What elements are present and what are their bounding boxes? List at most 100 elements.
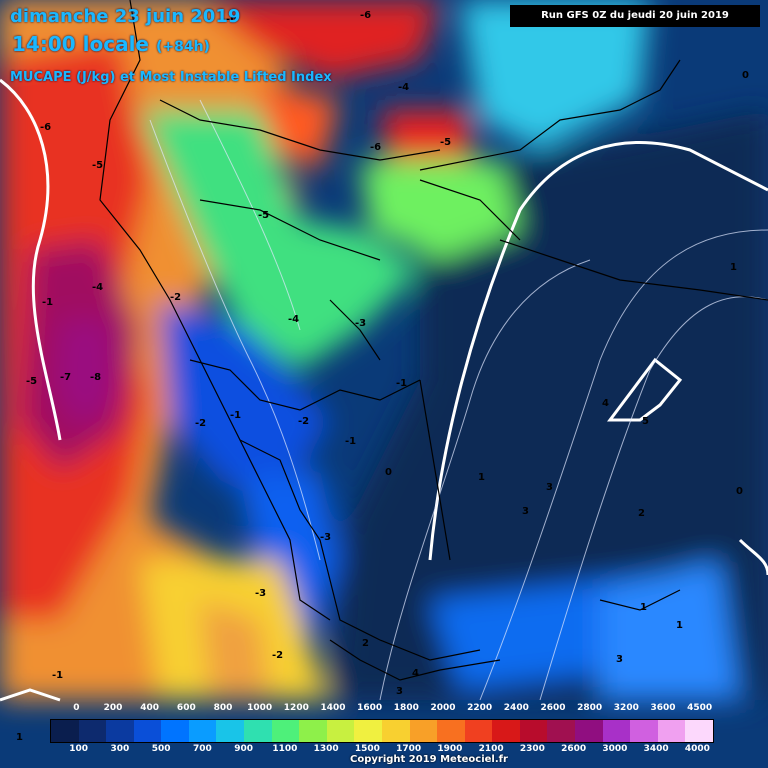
legend-label: 1300 [313,744,339,754]
li-value-labels: -6 -5 -6 -6 -4 -6 -5 -5 -4 -4 -3 -2 -7 -… [16,10,749,743]
li-label: -4 [92,282,103,293]
legend-label: 800 [213,703,233,713]
scale-swatch [657,720,686,742]
scale-swatch [271,720,300,742]
li-label: -1 [52,670,63,681]
thin-contours [149,99,768,701]
li-label: -2 [272,650,283,661]
coastlines [99,0,768,681]
scale-swatch [133,720,162,742]
legend-label: 3600 [650,703,676,713]
scale-swatch [464,720,493,742]
scale-swatch [326,720,355,742]
legend-label: 1900 [437,744,463,754]
li-label: -6 [40,122,51,133]
legend-label: 900 [234,744,254,754]
scale-swatch [602,720,631,742]
legend-label: 400 [140,703,160,713]
li-label: -1 [230,410,241,421]
scale-swatch [574,720,603,742]
lifted-index-contours [0,78,768,702]
legend-label: 2200 [467,703,493,713]
legend-top-labels: 0 200 400 600 800 1000 1200 1400 1600 1800 2000 220… [58,703,718,717]
li-label: 3 [616,654,623,665]
map-time-label: 14:00 locale [12,32,149,56]
li-label: 5 [642,416,649,427]
scale-swatch [547,720,575,742]
legend-label: 2100 [478,744,504,754]
legend-label: 0 [73,703,80,713]
li-label: -5 [26,376,37,387]
scale-swatch [78,720,107,742]
li-label: 3 [522,506,529,517]
legend-label: 100 [69,744,89,754]
map-lead: (+84h) [155,39,210,55]
li-label: -6 [360,10,371,21]
li-label: -6 [226,14,237,25]
scale-swatch [492,720,520,742]
legend-label: 4000 [684,744,710,754]
li-label: 2 [638,508,645,519]
li-label: -3 [255,588,266,599]
legend-label: 500 [151,744,171,754]
legend-label: 3000 [602,744,628,754]
legend-label: 1200 [283,703,309,713]
legend-label: 2800 [577,703,603,713]
li-label: -5 [92,160,103,171]
legend-label: 1500 [354,744,380,754]
legend-label: 1100 [272,744,298,754]
scale-swatch [685,720,713,742]
li-label: 3 [546,482,553,493]
li-label: -3 [355,318,366,329]
legend-label: 3200 [613,703,639,713]
color-scale [50,719,714,743]
li-label: -6 [370,142,381,153]
copyright: Copyright 2019 Meteociel.fr [350,754,508,765]
li-label: 2 [362,638,369,649]
legend-bottom-labels: 100 300 500 700 900 1100 1300 1500 1700 1900 2100 2… [58,744,718,758]
legend-label: 200 [103,703,123,713]
li-label: 0 [385,467,392,478]
li-label: 0 [736,486,743,497]
legend-label: 3400 [643,744,669,754]
scale-swatch [188,720,217,742]
legend-label: 700 [192,744,212,754]
scale-swatch [437,720,465,742]
legend-label: 1800 [393,703,419,713]
li-label: -2 [298,416,309,427]
scale-swatch [51,720,79,742]
legend-label: 2600 [540,703,566,713]
scale-swatch [519,720,548,742]
li-label: 4 [412,668,419,679]
li-label: 4 [602,398,609,409]
li-label: 1 [640,602,647,613]
run-info: Run GFS 0Z du jeudi 20 juin 2019 [510,5,760,27]
scale-swatch [299,720,327,742]
li-label: -4 [288,314,299,325]
li-label: -1 [396,378,407,389]
li-label: -7 [60,372,71,383]
map-parameter: MUCAPE (J/kg) et Most Instable Lifted In… [10,70,332,85]
li-label: 3 [396,686,403,697]
li-label: 1 [478,472,485,483]
legend-label: 600 [176,703,196,713]
scale-swatch [409,720,438,742]
legend-label: 2400 [503,703,529,713]
legend-label: 1600 [357,703,383,713]
legend-label: 300 [110,744,130,754]
li-label: -5 [258,210,269,221]
scale-swatch [354,720,382,742]
li-label: -1 [345,436,356,447]
scale-swatch [216,720,245,742]
li-label: 1 [16,732,23,743]
legend-label: 2300 [519,744,545,754]
scale-swatch [630,720,658,742]
scale-swatch [161,720,189,742]
legend-label: 1000 [247,703,273,713]
li-label: -4 [398,82,409,93]
li-label: 1 [676,620,683,631]
li-label: -1 [42,297,53,308]
legend-label: 2600 [561,744,587,754]
